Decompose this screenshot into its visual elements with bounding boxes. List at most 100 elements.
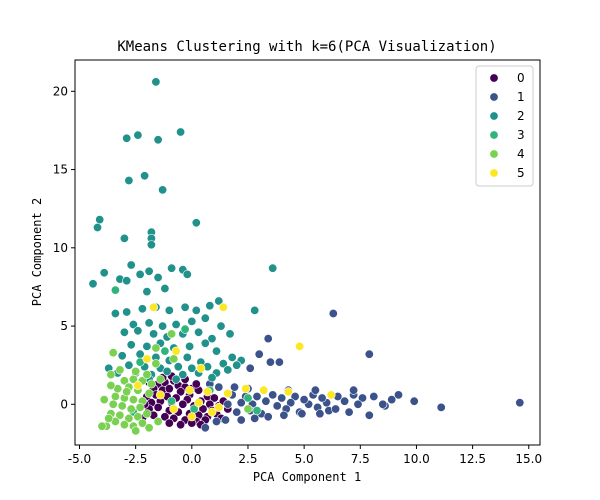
point-cluster-5	[187, 412, 197, 422]
x-tick-label: 2.5	[238, 452, 257, 466]
point-cluster-4	[99, 395, 109, 405]
point-cluster-4	[137, 418, 147, 428]
point-cluster-4	[243, 404, 253, 414]
point-cluster-1	[393, 390, 403, 400]
point-cluster-0	[176, 420, 186, 430]
point-cluster-5	[196, 363, 206, 373]
x-tick-label: 5.0	[295, 452, 314, 466]
point-cluster-2	[164, 305, 174, 315]
legend-marker-3	[489, 130, 499, 140]
point-cluster-5	[295, 341, 305, 351]
point-cluster-1	[261, 396, 271, 406]
point-cluster-2	[187, 363, 197, 373]
point-cluster-2	[227, 352, 237, 362]
point-cluster-1	[310, 385, 320, 395]
legend-label-0: 0	[517, 71, 525, 85]
point-cluster-5	[259, 385, 269, 395]
point-cluster-3	[252, 406, 262, 416]
point-cluster-0	[209, 393, 219, 403]
point-cluster-2	[232, 360, 242, 370]
point-cluster-1	[364, 349, 374, 359]
point-cluster-1	[290, 391, 300, 401]
point-cluster-0	[198, 404, 208, 414]
point-cluster-2	[133, 130, 143, 140]
point-cluster-4	[128, 395, 138, 405]
point-cluster-2	[194, 327, 204, 337]
point-cluster-4	[142, 370, 152, 380]
point-cluster-2	[212, 346, 222, 356]
point-cluster-4	[131, 366, 141, 376]
point-cluster-2	[128, 319, 138, 329]
point-cluster-5	[133, 380, 143, 390]
point-cluster-2	[200, 313, 210, 323]
points-layer	[88, 77, 525, 436]
point-cluster-2	[140, 171, 150, 181]
point-cluster-2	[126, 260, 136, 270]
point-cluster-0	[160, 412, 170, 422]
y-axis: 0 5 10 15 20	[53, 84, 75, 411]
point-cluster-4	[119, 420, 129, 430]
point-cluster-2	[207, 373, 217, 383]
x-tick-label: -2.5	[124, 452, 147, 466]
point-cluster-2	[171, 319, 181, 329]
point-cluster-3	[243, 393, 253, 403]
point-cluster-4	[115, 410, 125, 420]
point-cluster-5	[171, 346, 181, 356]
point-cluster-2	[178, 370, 188, 380]
point-cluster-1	[250, 413, 260, 423]
point-cluster-2	[119, 233, 129, 243]
point-cluster-2	[268, 263, 278, 273]
point-cluster-2	[158, 185, 168, 195]
legend-marker-2	[489, 111, 499, 121]
y-tick-label: 10	[53, 241, 68, 255]
point-cluster-3	[167, 396, 177, 406]
x-tick-label: 7.5	[351, 452, 370, 466]
point-cluster-1	[263, 334, 273, 344]
point-cluster-1	[349, 385, 359, 395]
point-cluster-2	[225, 329, 235, 339]
legend-marker-1	[489, 92, 499, 102]
point-cluster-2	[182, 352, 192, 362]
point-cluster-1	[357, 393, 367, 403]
point-cluster-1	[232, 407, 242, 417]
point-cluster-2	[160, 283, 170, 293]
point-cluster-4	[108, 348, 118, 358]
point-cluster-1	[279, 410, 289, 420]
point-cluster-2	[187, 316, 197, 326]
point-cluster-2	[144, 318, 154, 328]
point-cluster-2	[214, 296, 224, 306]
point-cluster-2	[200, 338, 210, 348]
point-cluster-1	[387, 395, 397, 405]
x-tick-label: 10.0	[403, 452, 430, 466]
point-cluster-1	[236, 398, 246, 408]
legend-label-5: 5	[517, 166, 525, 180]
point-cluster-4	[115, 365, 125, 375]
point-cluster-2	[216, 321, 226, 331]
point-cluster-1	[221, 415, 231, 425]
point-cluster-0	[164, 418, 174, 428]
y-tick-label: 0	[60, 397, 68, 411]
point-cluster-0	[178, 399, 188, 409]
point-cluster-4	[106, 380, 116, 390]
point-cluster-4	[108, 399, 118, 409]
point-cluster-2	[171, 374, 181, 384]
point-cluster-0	[176, 387, 186, 397]
point-cluster-1	[252, 391, 262, 401]
plot-frame	[74, 59, 541, 446]
point-cluster-2	[158, 321, 168, 331]
point-cluster-1	[364, 410, 374, 420]
point-cluster-5	[283, 387, 293, 397]
point-cluster-5	[218, 302, 228, 312]
point-cluster-1	[214, 382, 224, 392]
point-cluster-4	[144, 388, 154, 398]
point-cluster-2	[122, 276, 132, 286]
point-cluster-1	[277, 393, 287, 403]
point-cluster-1	[200, 423, 210, 433]
point-cluster-4	[124, 413, 134, 423]
point-cluster-5	[223, 388, 233, 398]
point-cluster-5	[169, 404, 179, 414]
y-tick-label: 15	[53, 163, 68, 177]
point-cluster-2	[133, 326, 143, 336]
point-cluster-1	[378, 399, 388, 409]
